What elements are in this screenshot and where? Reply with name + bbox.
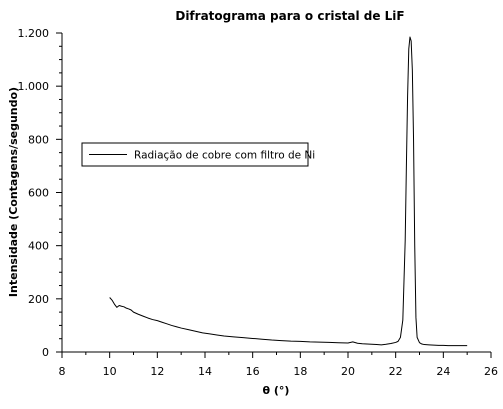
x-tick-label: 10	[103, 365, 117, 378]
x-tick-label: 22	[389, 365, 403, 378]
y-tick-label: 0	[42, 346, 49, 359]
y-tick-label: 600	[28, 187, 49, 200]
x-tick-label: 12	[150, 365, 164, 378]
x-tick-label: 18	[293, 365, 307, 378]
series-layer	[110, 37, 468, 346]
legend-label: Radiação de cobre com filtro de Ni	[134, 150, 315, 162]
chart-title: Difratograma para o cristal de LiF	[175, 9, 404, 23]
x-tick-label: 24	[436, 365, 450, 378]
x-tick-label: 20	[341, 365, 355, 378]
x-tick-label: 14	[198, 365, 212, 378]
x-axis-label: θ (°)	[263, 384, 290, 397]
y-tick-label: 200	[28, 293, 49, 306]
y-tick-label: 400	[28, 240, 49, 253]
y-tick-label: 1.200	[18, 27, 50, 40]
y-axis-label: Intensidade (Contagens/segundo)	[7, 87, 20, 297]
y-tick-label: 800	[28, 133, 49, 146]
axes	[62, 33, 491, 352]
x-tick-label: 16	[246, 365, 260, 378]
x-tick-label: 26	[484, 365, 498, 378]
ticks: 8 10 12 14 16 18 20 22 24 26 0 200 400 600 800 1.000 1.2…	[18, 27, 499, 378]
legend: Radiação de cobre com filtro de Ni	[82, 143, 315, 166]
y-tick-label: 1.000	[18, 80, 50, 93]
series-line	[110, 37, 468, 346]
x-tick-label: 8	[59, 365, 66, 378]
